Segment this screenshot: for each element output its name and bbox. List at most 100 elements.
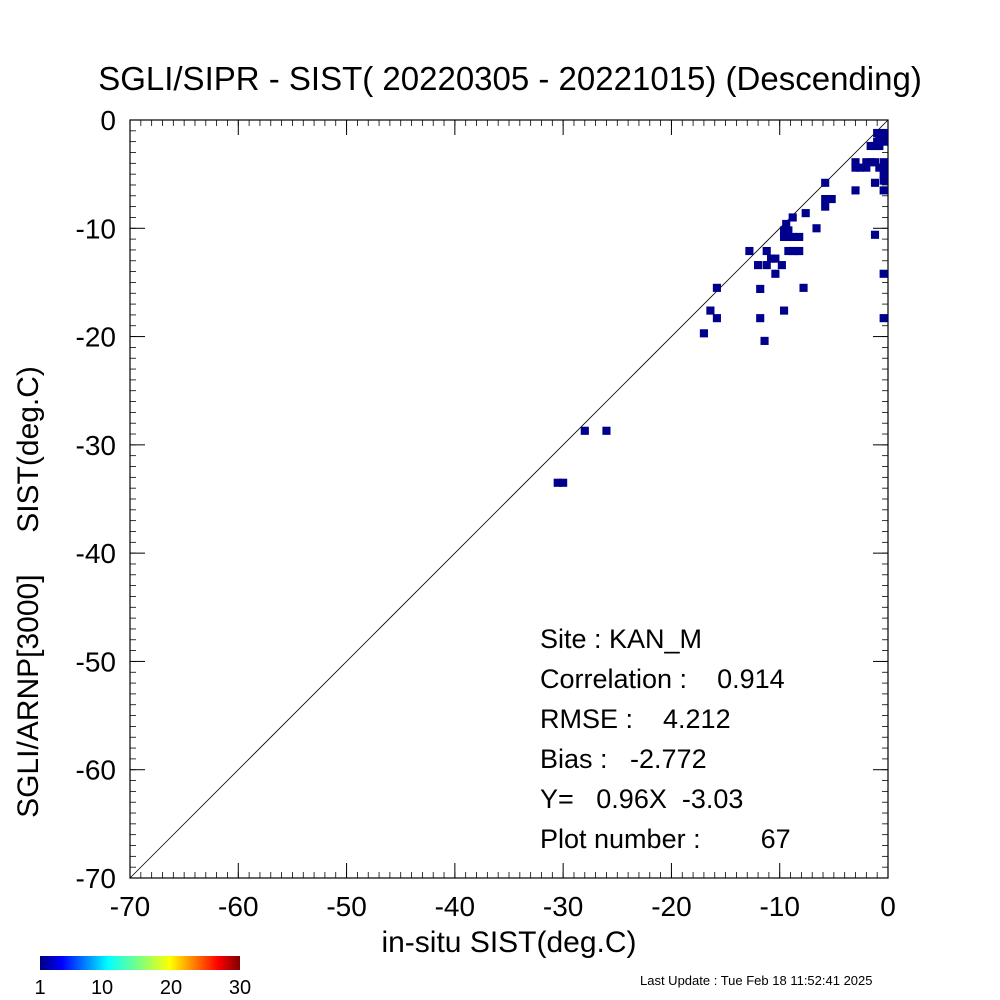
data-cell — [879, 158, 888, 167]
data-cell — [788, 232, 797, 242]
data-cell — [879, 314, 888, 323]
data-cell — [580, 426, 589, 435]
x-tick-label: 0 — [880, 891, 896, 922]
data-cell — [821, 202, 830, 211]
data-cell — [706, 306, 715, 315]
data-cell — [851, 158, 860, 167]
data-cell — [756, 314, 765, 323]
data-cell — [812, 224, 821, 233]
y-tick-label: -70 — [76, 863, 116, 894]
last-update: Last Update : Tue Feb 18 11:52:41 2025 — [640, 973, 873, 988]
data-cell — [799, 283, 808, 292]
data-cell — [827, 194, 836, 204]
data-cell — [875, 141, 884, 151]
data-cell — [879, 269, 888, 278]
data-cell — [602, 426, 611, 435]
data-cell — [777, 261, 786, 270]
data-cell — [851, 163, 860, 172]
colorbar-label: 30 — [229, 977, 251, 999]
data-cell — [851, 186, 860, 195]
stats-box: Site : KAN_M Correlation : 0.914 RMSE : … — [540, 624, 791, 854]
data-cell — [870, 178, 880, 187]
stat-bias: Bias : -2.772 — [540, 744, 707, 774]
data-cell — [879, 163, 888, 172]
data-cell — [870, 158, 880, 167]
data-cell — [553, 478, 562, 487]
x-tick-label: -20 — [651, 891, 691, 922]
data-cell — [784, 232, 793, 242]
stat-regression: Y= 0.96X -3.03 — [540, 784, 743, 814]
data-cell — [762, 261, 771, 270]
data-cell — [862, 163, 871, 172]
y-tick-label: -60 — [76, 755, 116, 786]
data-cell — [879, 137, 888, 146]
data-cell — [699, 329, 708, 338]
data-cell — [866, 158, 875, 167]
data-cell — [821, 178, 830, 187]
data-cell — [821, 194, 830, 204]
data-cell — [870, 141, 880, 151]
x-tick-label: -50 — [326, 891, 366, 922]
x-tick-label: -60 — [218, 891, 258, 922]
x-tick-label: -30 — [543, 891, 583, 922]
y-tick-labels: 0 -10 -20 -30 -40 -50 -60 -70 — [76, 105, 116, 894]
data-cell — [559, 478, 568, 487]
data-cell — [784, 226, 793, 235]
data-cell — [779, 226, 789, 235]
x-tick-label: -70 — [110, 891, 150, 922]
stat-site: Site : KAN_M — [540, 624, 702, 654]
data-cell — [873, 128, 882, 138]
data-cell — [855, 163, 864, 172]
data-cell — [771, 254, 780, 263]
data-cell — [756, 284, 765, 293]
colorbar-label: 1 — [34, 977, 45, 999]
data-cell — [753, 261, 763, 270]
x-tick-labels: -70 -60 -50 -40 -30 -20 -10 0 — [110, 891, 896, 922]
stat-correlation: Correlation : 0.914 — [540, 664, 785, 694]
y-axis-label: SGLI/ARNP[3000] SIST(deg.C) — [12, 366, 45, 818]
data-cell — [788, 213, 797, 222]
data-cell — [745, 246, 754, 256]
data-cell — [766, 254, 776, 263]
y-tick-label: 0 — [100, 105, 116, 136]
data-cell — [788, 246, 797, 256]
data-cell — [873, 137, 882, 146]
identity-line — [129, 119, 889, 879]
data-cell — [779, 232, 789, 242]
data-cell — [712, 314, 721, 323]
x-tick-label: -10 — [759, 891, 799, 922]
y-tick-label: -30 — [76, 430, 116, 461]
data-cell — [879, 186, 888, 195]
major-ticks — [129, 119, 889, 879]
data-cell — [795, 232, 804, 242]
x-tick-label: -40 — [435, 891, 475, 922]
colorbar-gradient — [40, 956, 240, 970]
data-cell — [879, 133, 888, 142]
colorbar-labels: 1 10 20 30 — [34, 977, 251, 999]
data-cell — [879, 128, 888, 138]
data-cell — [879, 170, 888, 179]
colorbar-label: 10 — [91, 977, 113, 999]
data-cell — [870, 230, 880, 239]
data-cell — [762, 246, 771, 256]
stat-rmse: RMSE : 4.212 — [540, 704, 731, 734]
y-tick-label: -50 — [76, 646, 116, 677]
y-tick-label: -20 — [76, 322, 116, 353]
data-cell — [792, 246, 802, 256]
data-cell — [862, 158, 871, 167]
data-cell — [779, 306, 789, 315]
chart-title: SGLI/SIPR - SIST( 20220305 - 20221015) (… — [98, 60, 922, 97]
data-cell — [784, 246, 793, 256]
data-cell — [771, 269, 780, 278]
colorbar-label: 20 — [160, 977, 182, 999]
stat-plot-number: Plot number : 67 — [540, 824, 791, 854]
data-points — [553, 128, 888, 487]
data-cell — [875, 133, 884, 142]
data-cell — [801, 209, 810, 218]
data-cell — [760, 336, 769, 345]
data-cell — [866, 141, 875, 151]
y-tick-label: -10 — [76, 213, 116, 244]
colorbar: 1 10 20 30 — [34, 956, 251, 999]
data-cell — [782, 219, 791, 229]
